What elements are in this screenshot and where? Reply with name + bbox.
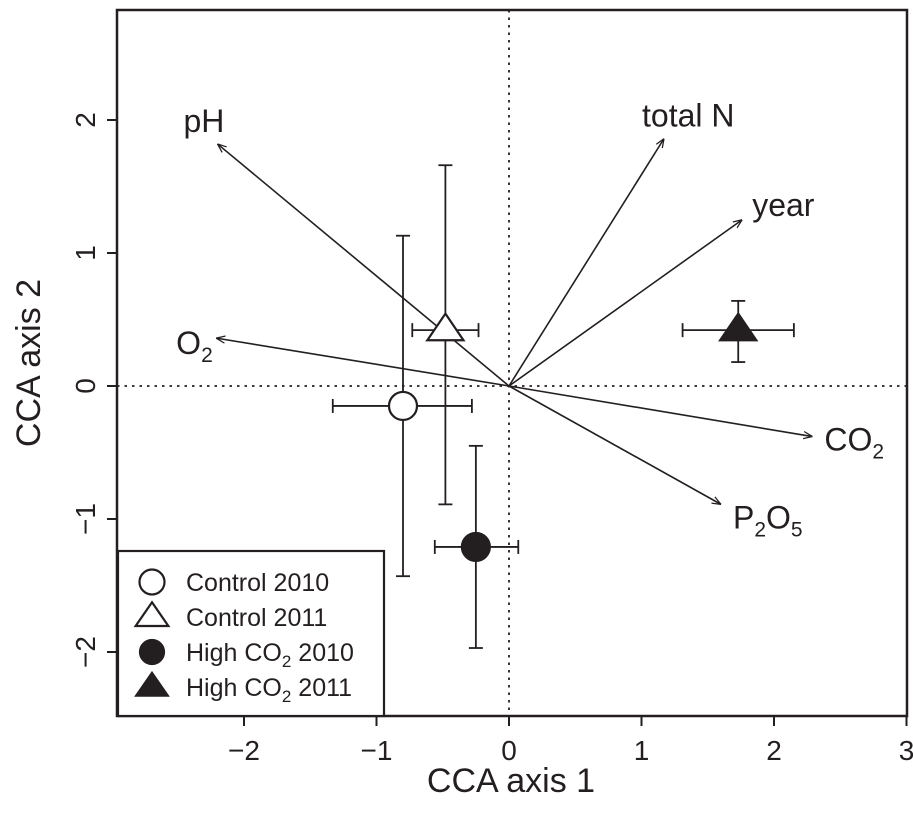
vector-label: total N xyxy=(642,98,734,134)
plot-frame xyxy=(115,8,909,718)
vector-label: CO2 xyxy=(824,422,884,464)
x-tick-label: 0 xyxy=(501,735,517,766)
y-axis-title: CCA axis 2 xyxy=(10,279,48,447)
data-point xyxy=(460,531,491,563)
legend-label: High CO2 2011 xyxy=(186,674,352,706)
vector-label: pH xyxy=(184,103,225,139)
data-point xyxy=(425,311,466,342)
y-tick-label: −1 xyxy=(70,503,101,535)
legend-label: Control 2011 xyxy=(186,604,327,632)
x-axis-title: CCA axis 1 xyxy=(427,762,595,800)
vector-arrow xyxy=(508,139,664,387)
y-tick-label: 1 xyxy=(70,245,101,261)
vector-arrow xyxy=(508,220,742,387)
y-tick-label: −2 xyxy=(70,636,101,668)
legend-marker xyxy=(138,638,166,666)
x-tick-label: 1 xyxy=(634,735,650,766)
legend-label: Control 2010 xyxy=(186,569,329,597)
data-point xyxy=(718,311,759,342)
legend-label: High CO2 2010 xyxy=(186,639,354,671)
legend-marker xyxy=(134,670,170,697)
vector-arrow xyxy=(508,385,721,504)
legend-marker xyxy=(133,600,171,628)
x-tick-label: 3 xyxy=(899,735,913,766)
vector-label: O2 xyxy=(176,325,213,367)
y-tick-label: 2 xyxy=(70,112,101,128)
vector-label: P2O5 xyxy=(733,499,803,541)
data-point xyxy=(387,390,419,422)
vector-arrow xyxy=(508,385,812,437)
x-tick-label: 2 xyxy=(766,735,782,766)
x-tick-label: −1 xyxy=(361,735,393,766)
legend-marker xyxy=(138,568,166,596)
vector-arrow xyxy=(218,144,510,387)
vector-arrow xyxy=(216,338,510,387)
y-tick-label: 0 xyxy=(70,378,101,394)
vector-label: year xyxy=(752,187,815,223)
x-tick-label: −2 xyxy=(228,735,260,766)
